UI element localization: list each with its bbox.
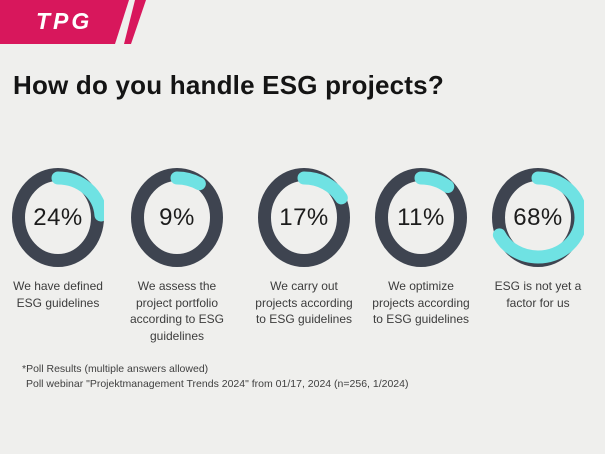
footnote-line-2: Poll webinar "Projektmanagement Trends 2… xyxy=(26,378,409,391)
donut-chart: 11% xyxy=(375,168,467,267)
donut-chart-row: 24% We have defined ESG guidelines 9% We… xyxy=(0,168,605,368)
donut-ring-svg xyxy=(12,168,104,267)
tpg-logo-parallelogram xyxy=(0,0,129,44)
donut-value-label: 24% xyxy=(33,203,83,231)
donut-value-label: 68% xyxy=(513,203,563,231)
footnote: *Poll Results (multiple answers allowed)… xyxy=(22,362,408,392)
donut-card-carry-out-projects: 17% We carry out projects according to E… xyxy=(246,168,362,328)
donut-card-defined-guidelines: 24% We have defined ESG guidelines xyxy=(0,168,116,311)
donut-ring-svg xyxy=(258,168,350,267)
donut-ring-svg xyxy=(492,168,584,267)
donut-chart: 68% xyxy=(492,168,584,267)
donut-caption: ESG is not yet a factor for us xyxy=(494,279,582,310)
donut-value-label: 17% xyxy=(279,203,329,231)
donut-value-label: 9% xyxy=(159,203,195,231)
donut-chart: 17% xyxy=(258,168,350,267)
donut-card-not-a-factor: 68% ESG is not yet a factor for us xyxy=(480,168,596,311)
donut-card-assess-portfolio: 9% We assess the project portfolio accor… xyxy=(119,168,235,344)
donut-card-optimize-projects: 11% We optimize projects according to ES… xyxy=(363,168,479,328)
footnote-line-1: *Poll Results (multiple answers allowed) xyxy=(22,363,209,375)
donut-value-label: 11% xyxy=(397,203,445,231)
page-title: How do you handle ESG projects? xyxy=(13,70,444,100)
tpg-logo: TPG xyxy=(0,0,160,44)
donut-chart: 9% xyxy=(131,168,223,267)
donut-caption: We optimize projects according to ESG gu… xyxy=(372,279,470,327)
donut-caption: We assess the project portfolio accordin… xyxy=(129,279,225,343)
donut-caption: We have defined ESG guidelines xyxy=(13,279,103,310)
donut-ring-svg xyxy=(375,168,467,267)
tpg-logo-text: TPG xyxy=(36,8,93,34)
donut-chart: 24% xyxy=(12,168,104,267)
donut-caption: We carry out projects according to ESG g… xyxy=(255,279,353,327)
donut-ring-svg xyxy=(131,168,223,267)
